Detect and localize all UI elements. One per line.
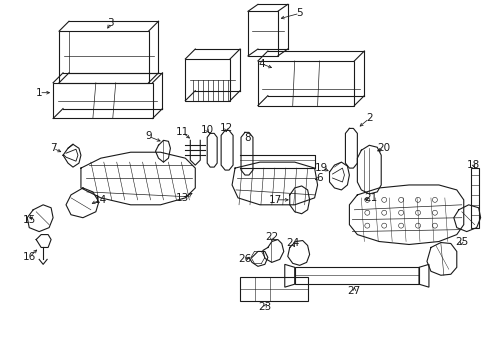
Text: 14: 14 (94, 195, 107, 205)
Text: 6: 6 (316, 173, 322, 183)
Text: 25: 25 (454, 237, 468, 247)
Text: 10: 10 (200, 125, 213, 135)
Text: 17: 17 (269, 195, 282, 205)
Text: 19: 19 (314, 163, 327, 173)
Text: 15: 15 (22, 215, 36, 225)
Text: 2: 2 (365, 113, 372, 123)
Text: 24: 24 (285, 238, 299, 248)
Text: 26: 26 (238, 255, 251, 264)
Text: 8: 8 (244, 133, 251, 143)
Text: 4: 4 (258, 59, 264, 69)
Text: 21: 21 (364, 193, 377, 203)
Text: 13: 13 (175, 193, 188, 203)
Text: 20: 20 (377, 143, 390, 153)
Text: 5: 5 (296, 8, 303, 18)
Text: 18: 18 (466, 160, 479, 170)
Text: 7: 7 (50, 143, 56, 153)
Text: 12: 12 (219, 123, 232, 134)
Text: 27: 27 (347, 286, 360, 296)
Text: 16: 16 (22, 252, 36, 262)
Text: 22: 22 (264, 231, 278, 242)
Text: 9: 9 (145, 131, 152, 141)
Text: 23: 23 (258, 302, 271, 312)
Text: 3: 3 (107, 18, 114, 28)
Text: 11: 11 (175, 127, 188, 138)
Text: 1: 1 (36, 88, 42, 98)
